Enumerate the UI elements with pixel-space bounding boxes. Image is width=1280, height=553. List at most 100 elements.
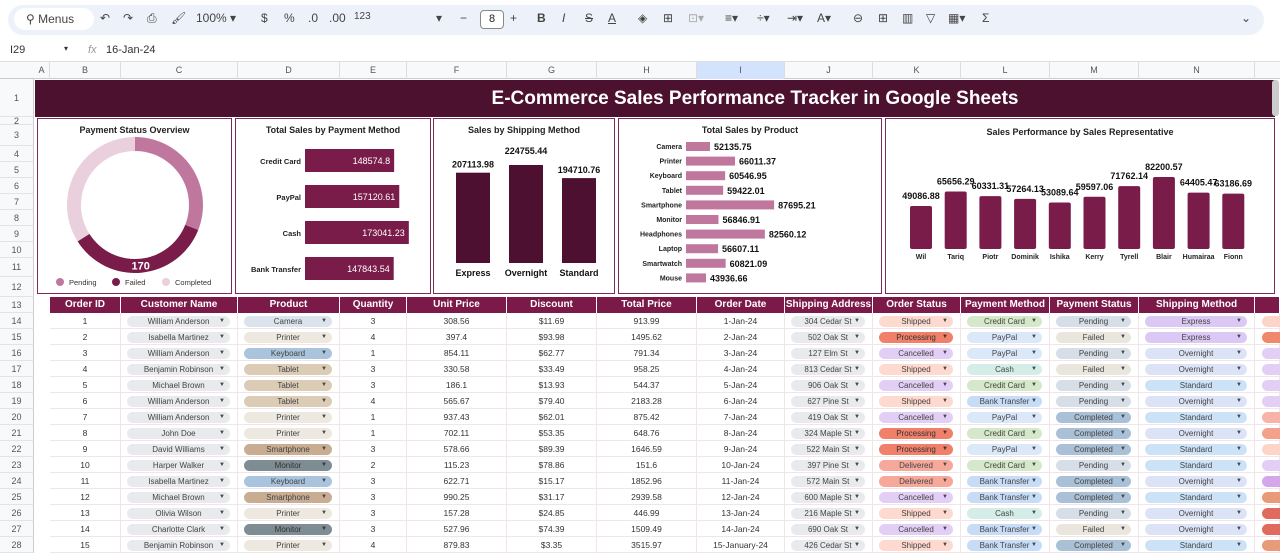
dropdown-arrow-icon[interactable]: ▼ xyxy=(942,414,948,420)
dropdown-chip[interactable]: Standard ▼ xyxy=(1145,492,1247,503)
extra-column-chip[interactable] xyxy=(1262,348,1280,359)
dropdown-chip[interactable]: Express ▼ xyxy=(1145,332,1247,343)
dropdown-chip[interactable]: Shipped ▼ xyxy=(879,396,953,407)
column-header-order-id[interactable]: Order ID xyxy=(50,297,121,313)
row-header-12[interactable]: 12 xyxy=(0,277,34,297)
dropdown-arrow-icon[interactable]: ▼ xyxy=(321,510,327,516)
dropdown-arrow-icon[interactable]: ▼ xyxy=(1236,350,1242,356)
dropdown-chip[interactable]: Cancelled ▼ xyxy=(879,492,953,503)
column-header-quantity[interactable]: Quantity xyxy=(340,297,407,313)
dropdown-arrow-icon[interactable]: ▼ xyxy=(942,494,948,500)
dropdown-chip[interactable]: 627 Pine St ▼ xyxy=(791,396,865,407)
dropdown-arrow-icon[interactable]: ▼ xyxy=(321,398,327,404)
dropdown-arrow-icon[interactable]: ▼ xyxy=(1120,446,1126,452)
dropdown-chip[interactable]: Cancelled ▼ xyxy=(879,380,953,391)
row-header-9[interactable]: 9 xyxy=(0,226,34,242)
dropdown-arrow-icon[interactable]: ▼ xyxy=(942,446,948,452)
dropdown-arrow-icon[interactable]: ▼ xyxy=(1236,494,1242,500)
dropdown-arrow-icon[interactable]: ▼ xyxy=(219,494,225,500)
product-sales-chart[interactable]: Total Sales by Product Camera 52135.75 Prin… xyxy=(618,118,882,294)
column-header-order-date[interactable]: Order Date xyxy=(697,297,785,313)
row-header-27[interactable]: 27 xyxy=(0,521,34,537)
dropdown-chip[interactable]: 813 Cedar St ▼ xyxy=(791,364,865,375)
dropdown-chip[interactable]: Benjamin Robinson ▼ xyxy=(127,364,230,375)
extra-column-chip[interactable] xyxy=(1262,524,1280,535)
dropdown-chip[interactable]: PayPal ▼ xyxy=(967,348,1042,359)
filter-icon[interactable]: ▽ xyxy=(926,11,936,25)
row-header-18[interactable]: 18 xyxy=(0,377,34,393)
name-box[interactable]: I29 xyxy=(10,44,26,56)
dropdown-arrow-icon[interactable]: ▼ xyxy=(219,462,225,468)
extra-column-chip[interactable] xyxy=(1262,508,1280,519)
column-header-n[interactable]: N xyxy=(1139,62,1255,79)
dropdown-arrow-icon[interactable]: ▼ xyxy=(1236,510,1242,516)
shipping-method-chart[interactable]: Sales by Shipping Method 207113.98 Express… xyxy=(433,118,615,294)
fill-color-icon[interactable]: ◈ xyxy=(638,11,648,25)
link-icon[interactable]: ⊖ xyxy=(853,11,864,25)
extra-column-chip[interactable] xyxy=(1262,412,1280,423)
dropdown-arrow-icon[interactable]: ▼ xyxy=(321,366,327,372)
dropdown-arrow-icon[interactable]: ▼ xyxy=(854,510,860,516)
dropdown-arrow-icon[interactable]: ▼ xyxy=(321,334,327,340)
row-header-17[interactable]: 17 xyxy=(0,361,34,377)
row-header-3[interactable]: 3 xyxy=(0,125,34,146)
row-header-10[interactable]: 10 xyxy=(0,242,34,258)
extra-column-chip[interactable] xyxy=(1262,460,1280,471)
dropdown-arrow-icon[interactable]: ▼ xyxy=(321,478,327,484)
dropdown-chip[interactable]: Processing ▼ xyxy=(879,428,953,439)
dropdown-arrow-icon[interactable]: ▼ xyxy=(854,526,860,532)
payment-method-chart[interactable]: Total Sales by Payment Method Credit Card… xyxy=(235,118,431,294)
decrease-decimal-button[interactable]: .0 xyxy=(308,11,319,25)
dropdown-arrow-icon[interactable]: ▼ xyxy=(942,510,948,516)
redo-icon[interactable]: ↷ xyxy=(123,11,134,25)
row-header-14[interactable]: 14 xyxy=(0,313,34,329)
column-header-e[interactable]: E xyxy=(340,62,407,79)
dropdown-chip[interactable]: Cancelled ▼ xyxy=(879,524,953,535)
dropdown-chip[interactable]: Isabella Martinez ▼ xyxy=(127,332,230,343)
percent-button[interactable]: % xyxy=(284,11,295,25)
dropdown-arrow-icon[interactable]: ▼ xyxy=(1031,446,1037,452)
dropdown-arrow-icon[interactable]: ▼ xyxy=(1120,398,1126,404)
extra-column-chip[interactable] xyxy=(1262,332,1280,343)
dropdown-arrow-icon[interactable]: ▼ xyxy=(854,494,860,500)
dropdown-arrow-icon[interactable]: ▼ xyxy=(942,526,948,532)
column-header-customer-name[interactable]: Customer Name xyxy=(121,297,238,313)
column-header-c[interactable]: C xyxy=(121,62,238,79)
dropdown-chip[interactable]: Cancelled ▼ xyxy=(879,412,953,423)
dropdown-arrow-icon[interactable]: ▼ xyxy=(1236,462,1242,468)
dropdown-chip[interactable]: PayPal ▼ xyxy=(967,444,1042,455)
dropdown-chip[interactable]: Processing ▼ xyxy=(879,444,953,455)
column-header-f[interactable]: F xyxy=(407,62,507,79)
dropdown-arrow-icon[interactable]: ▼ xyxy=(1031,350,1037,356)
dropdown-chip[interactable]: Overnight ▼ xyxy=(1145,396,1247,407)
dropdown-chip[interactable]: Standard ▼ xyxy=(1145,412,1247,423)
text-wrap-icon[interactable]: ⇥▾ xyxy=(787,11,804,25)
dropdown-chip[interactable]: Processing ▼ xyxy=(879,332,953,343)
dropdown-arrow-icon[interactable]: ▼ xyxy=(1120,350,1126,356)
dropdown-chip[interactable]: Pending ▼ xyxy=(1056,508,1131,519)
extra-column-chip[interactable] xyxy=(1262,444,1280,455)
dropdown-chip[interactable]: Charlotte Clark ▼ xyxy=(127,524,230,535)
dropdown-chip[interactable]: Isabella Martinez ▼ xyxy=(127,476,230,487)
column-header-i[interactable]: I xyxy=(697,62,785,79)
dropdown-chip[interactable]: Printer ▼ xyxy=(244,332,332,343)
dropdown-chip[interactable]: Bank Transfer ▼ xyxy=(967,492,1042,503)
dropdown-arrow-icon[interactable]: ▼ xyxy=(1120,366,1126,372)
font-size-input[interactable]: 8 xyxy=(480,10,504,29)
dropdown-chip[interactable]: Completed ▼ xyxy=(1056,444,1131,455)
dropdown-chip[interactable]: Keyboard ▼ xyxy=(244,476,332,487)
currency-button[interactable]: $ xyxy=(261,11,268,25)
dropdown-chip[interactable]: Overnight ▼ xyxy=(1145,428,1247,439)
column-header-b[interactable]: B xyxy=(50,62,121,79)
dropdown-chip[interactable]: Shipped ▼ xyxy=(879,316,953,327)
column-header-a[interactable]: A xyxy=(34,62,50,79)
dropdown-chip[interactable]: 522 Main St ▼ xyxy=(791,444,865,455)
dropdown-arrow-icon[interactable]: ▼ xyxy=(942,398,948,404)
bold-button[interactable]: B xyxy=(537,11,546,25)
zoom-select[interactable]: 100% ▾ xyxy=(196,11,237,25)
row-header-6[interactable]: 6 xyxy=(0,178,34,194)
dropdown-chip[interactable]: Tablet ▼ xyxy=(244,380,332,391)
dropdown-chip[interactable]: William Anderson ▼ xyxy=(127,396,230,407)
dropdown-chip[interactable]: Pending ▼ xyxy=(1056,380,1131,391)
dropdown-chip[interactable]: PayPal ▼ xyxy=(967,332,1042,343)
